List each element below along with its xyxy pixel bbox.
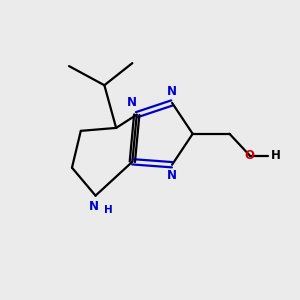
Text: N: N — [167, 85, 177, 98]
Text: N: N — [167, 169, 177, 182]
Text: H: H — [103, 205, 112, 215]
Text: N: N — [127, 96, 137, 110]
Text: H: H — [271, 149, 281, 162]
Text: O: O — [244, 149, 254, 162]
Text: N: N — [89, 200, 99, 213]
